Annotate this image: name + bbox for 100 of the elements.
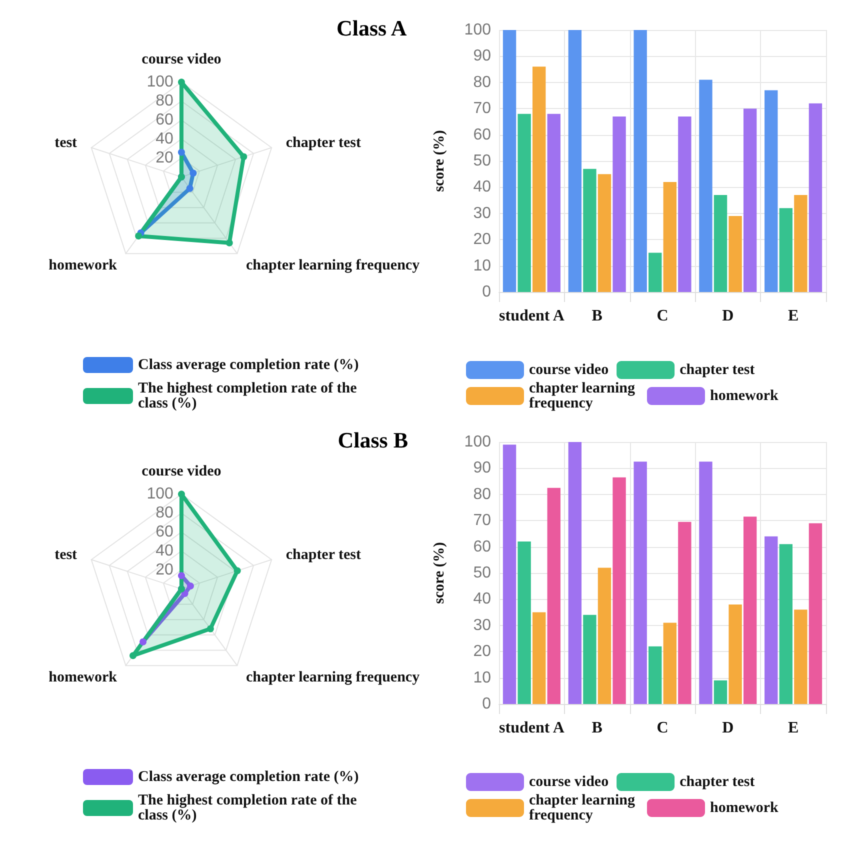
bar xyxy=(532,66,546,292)
spoke-label: test xyxy=(54,135,78,151)
x-tick-label: student A xyxy=(499,720,565,736)
bar xyxy=(714,195,728,292)
y-tick-label: 80 xyxy=(156,504,174,522)
y-tick-label: 100 xyxy=(146,486,174,503)
y-tick-label: 30 xyxy=(473,616,492,634)
spoke-label: course video xyxy=(142,464,222,480)
x-tick-label: B xyxy=(592,720,603,736)
bar xyxy=(699,462,712,704)
y-tick-label: 60 xyxy=(156,112,174,129)
y-tick-label: 90 xyxy=(473,460,492,477)
legend-label: course video xyxy=(529,774,609,790)
x-tick-label: D xyxy=(722,720,734,736)
bar xyxy=(547,114,560,292)
x-tick-label: E xyxy=(788,720,799,736)
spoke-label: chapter learning frequency xyxy=(246,258,420,274)
x-tick-label: student A xyxy=(499,308,565,324)
spoke-label: chapter learning frequency xyxy=(246,670,420,686)
bar xyxy=(612,116,626,292)
y-tick-label: 90 xyxy=(473,48,492,65)
legend-label: Class average completion rate (%) xyxy=(138,357,359,373)
legend-label: chapter learning frequency xyxy=(529,792,639,824)
y-tick-label: 50 xyxy=(473,564,492,582)
y-tick-label: 80 xyxy=(156,92,174,110)
bar xyxy=(568,30,582,292)
bar xyxy=(583,168,596,292)
y-tick-label: 0 xyxy=(482,696,492,712)
x-tick-label: E xyxy=(788,308,799,324)
bar xyxy=(714,680,728,704)
bar xyxy=(598,174,612,292)
bar xyxy=(808,523,822,704)
bar xyxy=(808,103,822,292)
legend-label: homework xyxy=(710,388,779,404)
y-tick-label: 70 xyxy=(473,512,492,530)
legend-label: course video xyxy=(529,362,609,378)
bar xyxy=(794,610,808,704)
y-tick-label: 80 xyxy=(473,486,492,503)
bar xyxy=(634,30,647,292)
spoke-label: test xyxy=(54,547,78,563)
bar xyxy=(743,108,757,292)
chart-title: Class A xyxy=(336,16,407,40)
y-tick-label: 40 xyxy=(156,130,174,148)
y-tick-label: 10 xyxy=(473,257,492,274)
y-axis-title: score (%) xyxy=(432,542,448,604)
bar xyxy=(779,208,793,292)
y-tick-label: 40 xyxy=(156,542,174,560)
bar xyxy=(743,516,757,704)
bar xyxy=(728,216,742,292)
bar xyxy=(568,442,582,704)
x-tick-label: C xyxy=(656,308,668,324)
bar xyxy=(634,462,647,704)
bar xyxy=(612,477,626,704)
y-tick-label: 20 xyxy=(156,561,174,578)
legend-label: The highest completion rate of the class (%) xyxy=(138,792,360,824)
bar xyxy=(794,195,808,292)
bar xyxy=(648,252,662,292)
legend-label: homework xyxy=(710,800,779,816)
bar xyxy=(728,604,742,704)
bar xyxy=(678,522,692,704)
legend-label: chapter learning frequency xyxy=(529,380,639,412)
y-tick-label: 60 xyxy=(156,524,174,541)
y-tick-label: 60 xyxy=(473,538,492,556)
bar xyxy=(779,544,793,704)
y-tick-label: 20 xyxy=(473,643,492,660)
bar xyxy=(598,568,612,704)
bar xyxy=(518,542,531,704)
y-tick-label: 0 xyxy=(482,284,492,300)
y-tick-label: 100 xyxy=(464,22,492,38)
y-tick-label: 40 xyxy=(473,590,492,608)
bar xyxy=(502,444,516,704)
chart-title: Class B xyxy=(338,428,408,452)
spoke-label: homework xyxy=(48,670,118,686)
bar xyxy=(663,622,676,704)
legend-label: Class average completion rate (%) xyxy=(138,769,359,785)
y-tick-label: 100 xyxy=(146,74,174,91)
y-tick-label: 20 xyxy=(156,149,174,166)
x-tick-label: B xyxy=(592,308,603,324)
bar xyxy=(502,30,516,292)
bar xyxy=(663,182,676,292)
x-tick-label: D xyxy=(722,308,734,324)
y-tick-label: 10 xyxy=(473,669,492,686)
spoke-label: chapter test xyxy=(286,135,361,151)
bar xyxy=(764,90,778,292)
legend-label: chapter test xyxy=(680,774,755,790)
x-tick-label: C xyxy=(656,720,668,736)
bar xyxy=(648,646,662,704)
bar xyxy=(678,116,692,292)
y-axis-title: score (%) xyxy=(432,130,448,192)
y-tick-label: 100 xyxy=(464,434,492,450)
bar xyxy=(583,614,596,704)
spoke-label: course video xyxy=(142,52,222,68)
legend-label: The highest completion rate of the class (%) xyxy=(138,380,360,412)
y-tick-label: 60 xyxy=(473,126,492,144)
bar xyxy=(532,612,546,704)
y-tick-label: 70 xyxy=(473,100,492,118)
legend-label: chapter test xyxy=(680,362,755,378)
y-tick-label: 80 xyxy=(473,74,492,91)
bar xyxy=(764,536,778,704)
spoke-label: chapter test xyxy=(286,547,361,563)
